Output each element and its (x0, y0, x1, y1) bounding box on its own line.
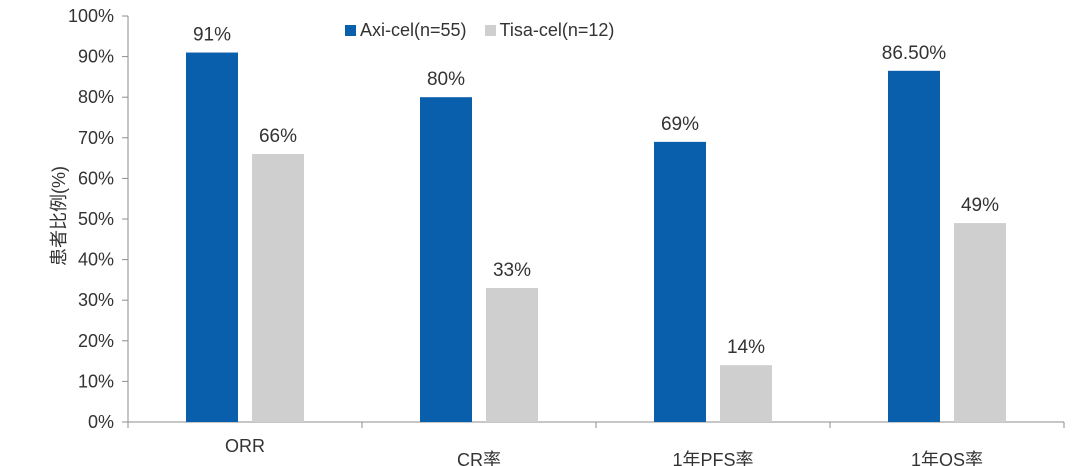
y-tick-label: 70% (78, 128, 114, 148)
y-tick-label: 100% (68, 6, 114, 26)
y-tick-label: 90% (78, 47, 114, 67)
x-tick-label: CR率 (457, 450, 501, 466)
legend-item-tisa-cel: Tisa-cel(n=12) (484, 20, 615, 41)
bar-tisa-cel (252, 154, 304, 423)
data-label: 80% (427, 69, 465, 90)
bar-axi-cel (186, 52, 238, 422)
y-tick-label: 10% (78, 371, 114, 391)
bar-axi-cel (420, 97, 472, 422)
data-label: 33% (493, 260, 531, 281)
x-tick-label: ORR (225, 436, 265, 456)
y-tick-label: 50% (78, 209, 114, 229)
legend-swatch-axi-cel (345, 25, 356, 36)
x-tick-label: 1年PFS率 (672, 450, 753, 466)
y-tick-label: 40% (78, 250, 114, 270)
data-label: 86.50% (882, 43, 947, 64)
y-tick-label: 80% (78, 87, 114, 107)
data-label: 69% (661, 114, 699, 135)
data-label: 14% (727, 337, 765, 358)
legend-item-axi-cel: Axi-cel(n=55) (345, 20, 467, 41)
y-tick-label: 20% (78, 331, 114, 351)
bar-axi-cel (654, 141, 706, 423)
bar-tisa-cel (720, 365, 772, 422)
legend-swatch-tisa-cel (484, 25, 496, 36)
x-tick-label: 1年OS率 (911, 450, 983, 466)
bar-axi-cel (888, 70, 940, 422)
data-label: 49% (961, 195, 999, 216)
y-tick-label: 60% (78, 168, 114, 188)
legend: Axi-cel(n=55) Tisa-cel(n=12) (345, 20, 632, 41)
bar-tisa-cel (954, 223, 1006, 422)
legend-label-tisa-cel: Tisa-cel(n=12) (499, 20, 615, 40)
bar-tisa-cel (486, 288, 538, 422)
y-tick-label: 30% (78, 290, 114, 310)
data-label: 66% (259, 126, 297, 147)
y-tick-label: 0% (88, 412, 114, 432)
legend-label-axi-cel: Axi-cel(n=55) (360, 20, 467, 40)
data-label: 91% (193, 25, 231, 46)
